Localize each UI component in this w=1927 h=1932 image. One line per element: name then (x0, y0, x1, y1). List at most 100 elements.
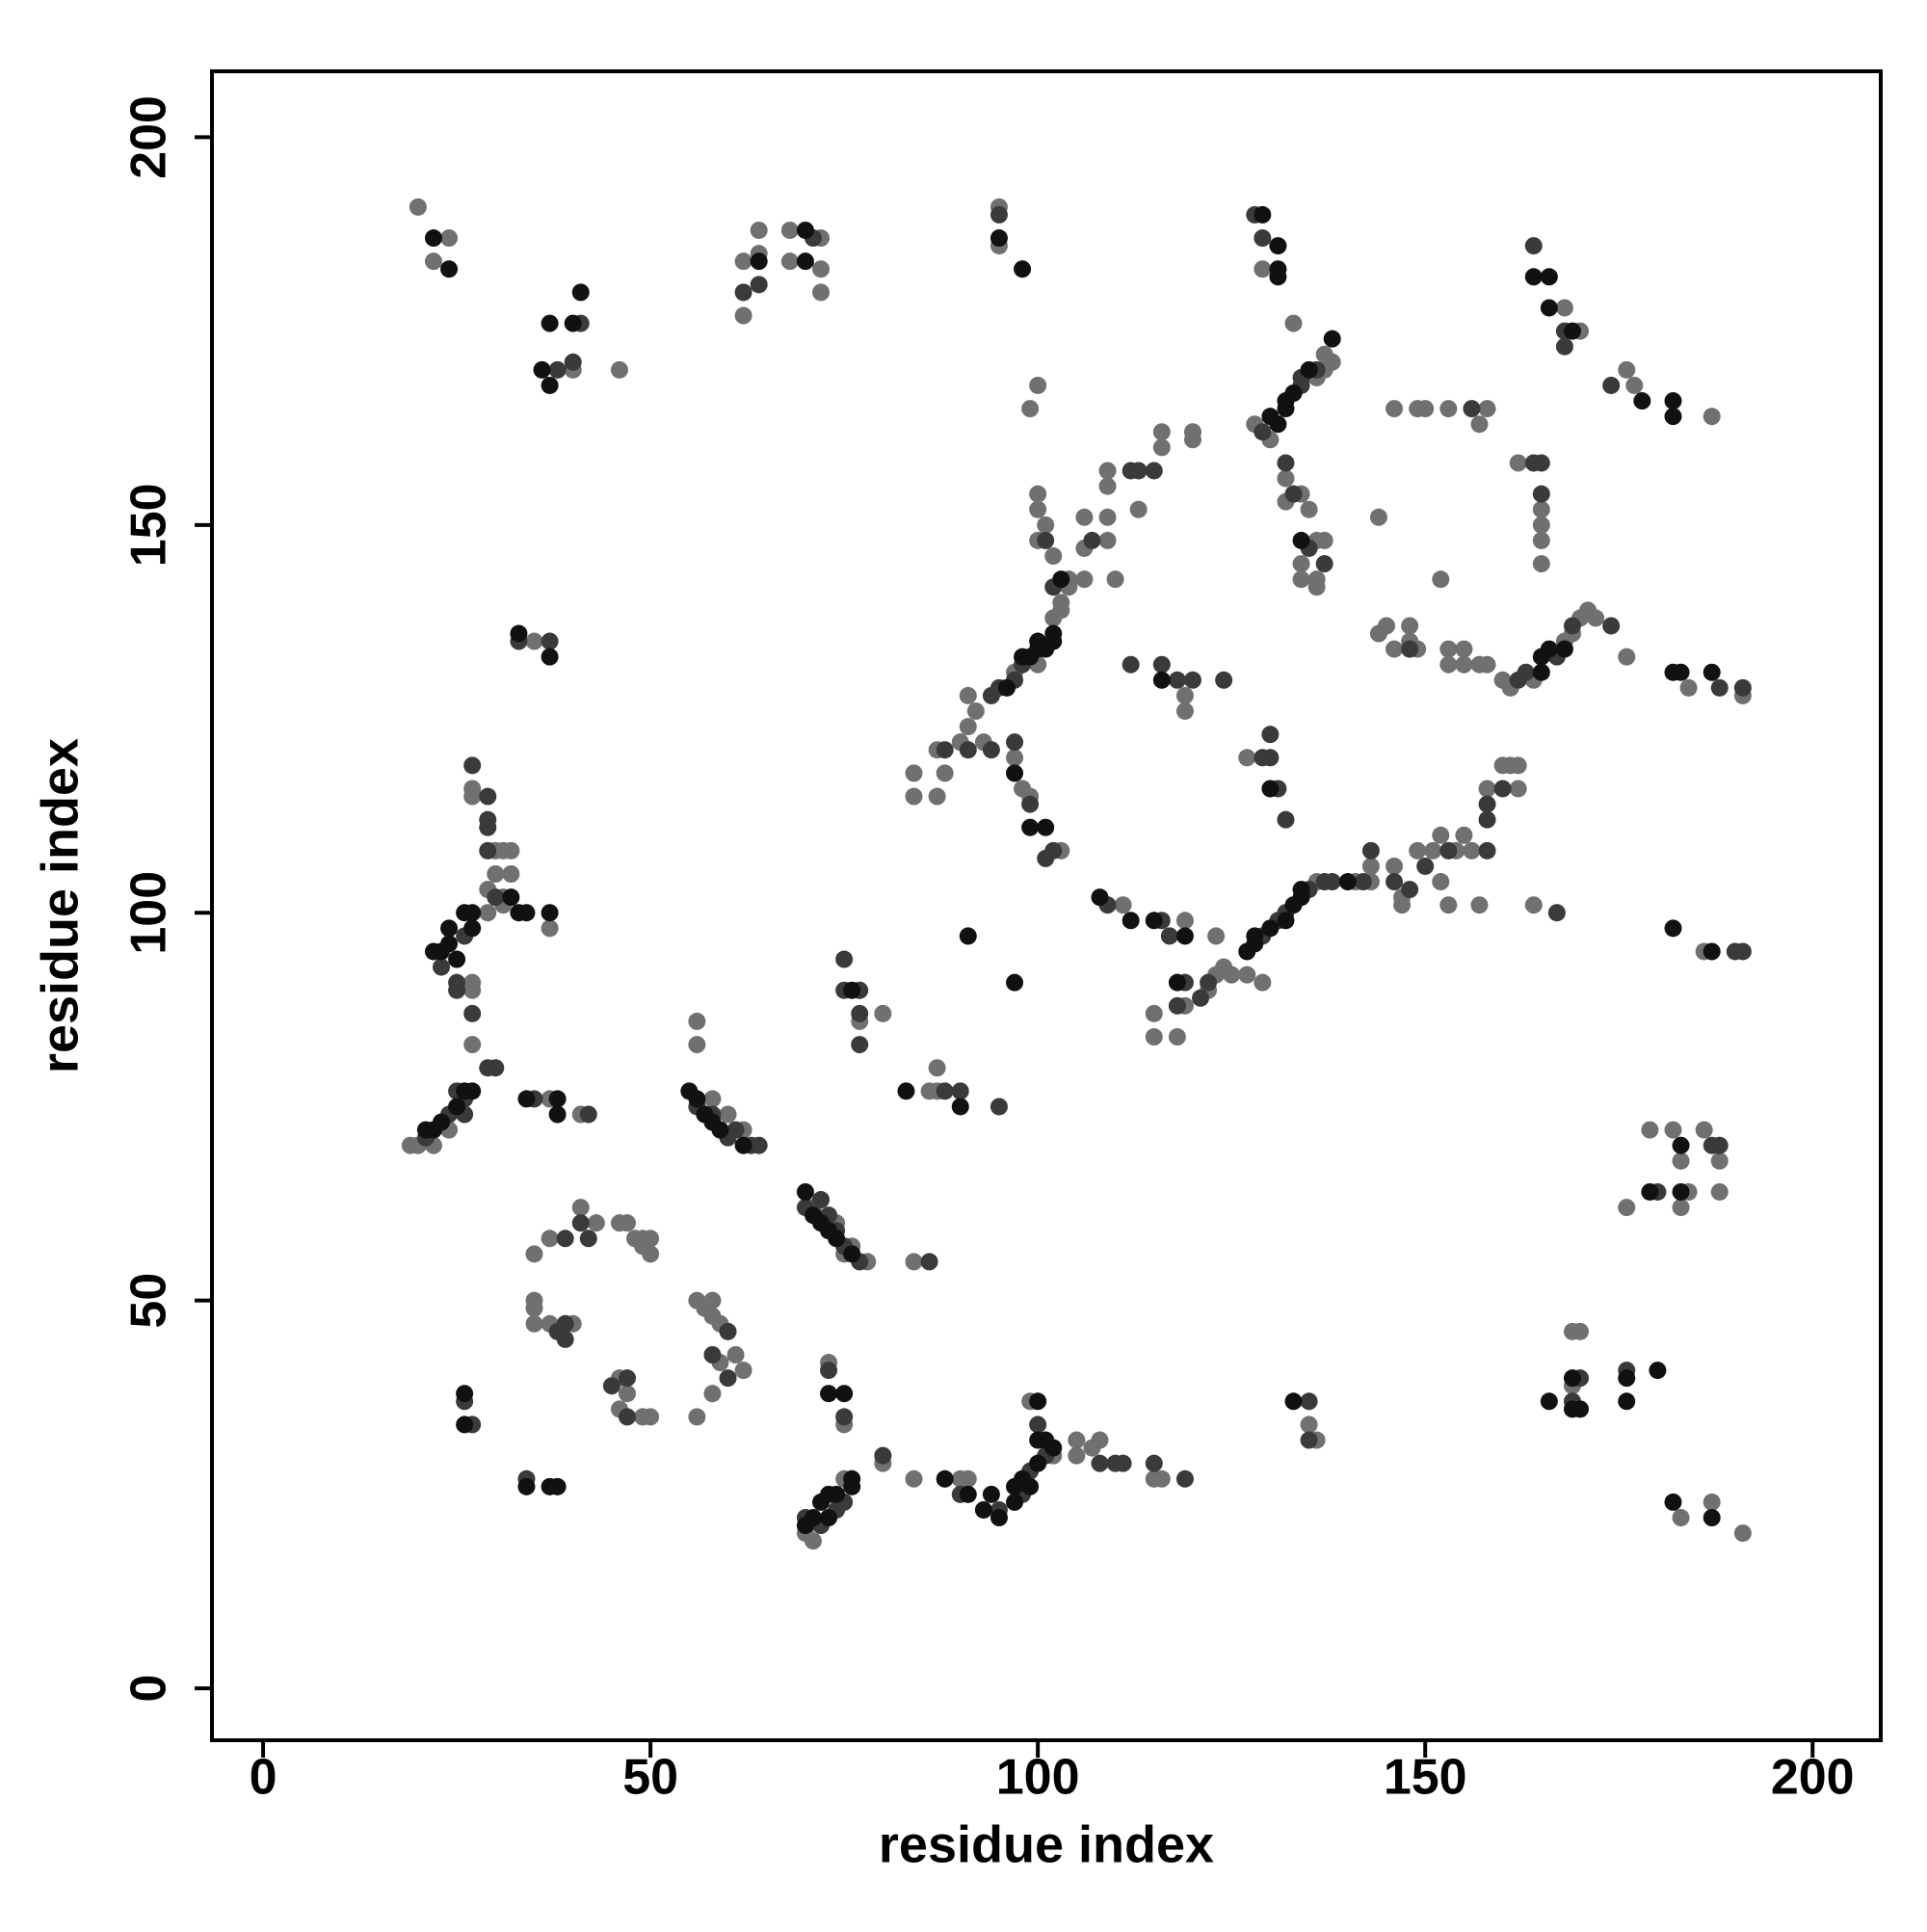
point (1555, 640, 1573, 658)
point (1416, 400, 1435, 418)
point (1037, 531, 1055, 549)
point (479, 841, 497, 860)
point (525, 1245, 543, 1263)
point (1300, 360, 1318, 379)
point (1254, 423, 1272, 441)
points (401, 198, 1752, 1550)
point (424, 942, 442, 961)
point (479, 787, 497, 806)
point (1122, 655, 1140, 674)
point (463, 1082, 482, 1100)
point (541, 648, 559, 666)
point (1021, 818, 1040, 836)
point (1354, 873, 1372, 891)
point (750, 1136, 768, 1154)
point (990, 229, 1008, 248)
point (1254, 973, 1272, 992)
point (1307, 578, 1326, 596)
point (920, 1253, 938, 1271)
point (1703, 1509, 1721, 1527)
point (796, 221, 814, 239)
point (502, 865, 520, 884)
point (843, 1469, 861, 1488)
point (1192, 989, 1210, 1007)
point (1254, 229, 1272, 248)
point (1114, 896, 1132, 914)
point (719, 1105, 737, 1124)
point (688, 1090, 706, 1108)
point (703, 1385, 722, 1403)
point (463, 919, 482, 938)
point (556, 1314, 574, 1333)
point (812, 260, 831, 278)
point (642, 1408, 660, 1426)
point (1439, 841, 1458, 860)
point (548, 1105, 567, 1124)
point (541, 632, 559, 650)
point (905, 764, 923, 782)
x-tick-label: 50 (622, 1750, 678, 1806)
point (1292, 881, 1310, 899)
point (525, 1314, 543, 1333)
point (1044, 1439, 1063, 1457)
point (936, 1469, 954, 1488)
point (796, 252, 814, 271)
point (579, 1105, 597, 1124)
point (1300, 1416, 1318, 1434)
point (541, 904, 559, 922)
point (1649, 1362, 1667, 1380)
point (1532, 531, 1550, 549)
point (479, 904, 497, 922)
point (1152, 423, 1171, 441)
point (571, 1214, 590, 1232)
point (750, 221, 768, 239)
point (750, 276, 768, 294)
point (1044, 841, 1063, 860)
point (1386, 873, 1404, 891)
point (688, 1036, 706, 1054)
point (1703, 1493, 1721, 1511)
y-axis-title: residue index (31, 738, 89, 1073)
point (448, 1098, 466, 1116)
point (1269, 415, 1287, 434)
y-tick-label: 150 (121, 483, 177, 567)
point (1052, 594, 1070, 612)
point (1261, 726, 1280, 744)
point (463, 756, 482, 775)
point (982, 1485, 1000, 1503)
point (1618, 1199, 1636, 1217)
point (1246, 927, 1264, 945)
point (1664, 408, 1682, 426)
point (1555, 337, 1573, 356)
point (1509, 756, 1527, 775)
point (1386, 640, 1404, 658)
point (1006, 1493, 1024, 1511)
point (1183, 671, 1201, 689)
point (1424, 841, 1442, 860)
point (1439, 896, 1458, 914)
point (564, 314, 582, 332)
point (1439, 640, 1458, 658)
point (456, 904, 474, 922)
point (1733, 678, 1752, 697)
point (1602, 376, 1621, 394)
point (1129, 462, 1148, 480)
point (1509, 780, 1527, 798)
point (1315, 555, 1333, 573)
point (1292, 531, 1310, 549)
point (1044, 624, 1063, 643)
point (820, 1385, 838, 1403)
point (966, 701, 985, 720)
plot-frame (210, 69, 1883, 1742)
point (1091, 1454, 1109, 1472)
point (1532, 454, 1550, 472)
point (1703, 408, 1721, 426)
point (1361, 841, 1380, 860)
point (634, 1237, 652, 1256)
point (835, 1408, 854, 1426)
point (517, 1090, 536, 1108)
point (1098, 477, 1117, 495)
point (1532, 555, 1550, 573)
point (990, 1509, 1008, 1527)
point (1168, 973, 1186, 992)
